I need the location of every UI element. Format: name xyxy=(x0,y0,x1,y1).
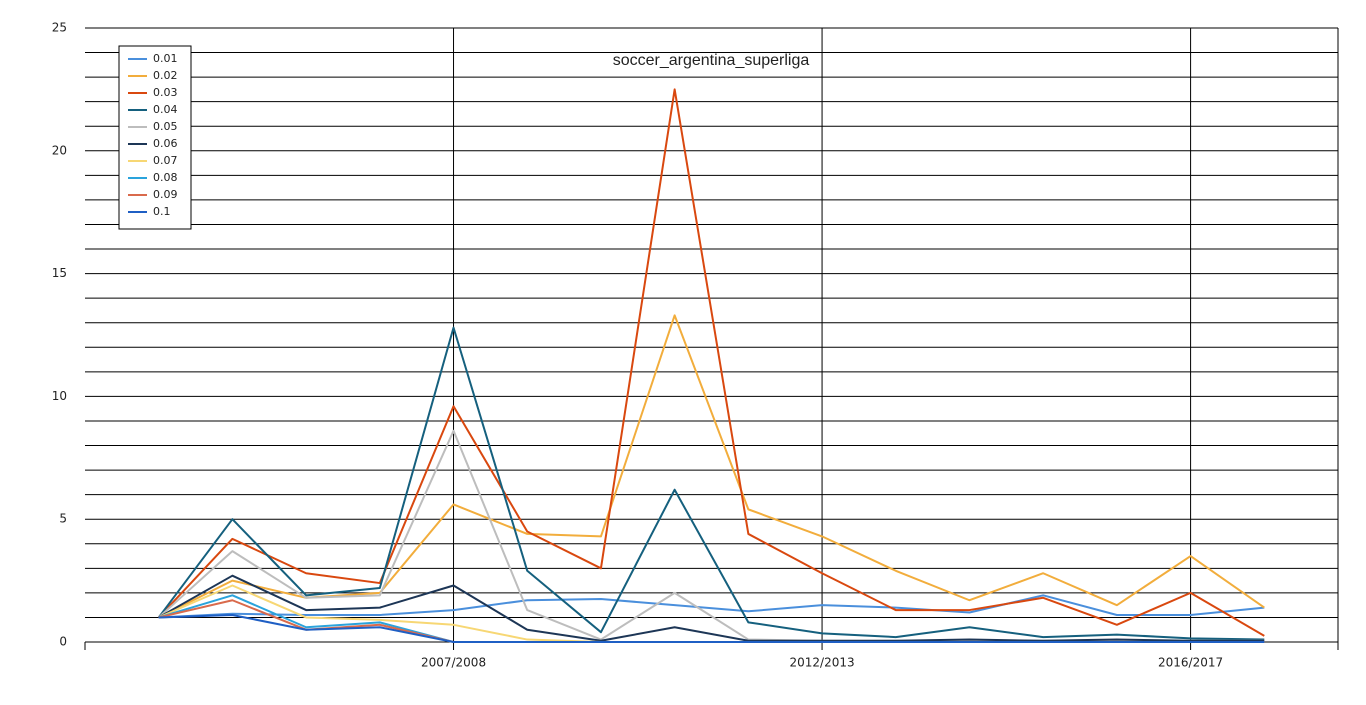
legend-label: 0.1 xyxy=(153,205,171,218)
x-tick-label: 2016/2017 xyxy=(1158,656,1223,670)
x-tick-label: 2012/2013 xyxy=(789,656,854,670)
series-line xyxy=(157,88,1265,637)
y-tick-label: 15 xyxy=(52,266,67,280)
legend-label: 0.04 xyxy=(153,103,178,116)
series-line xyxy=(158,314,1265,619)
series-line xyxy=(157,326,1265,641)
y-tick-label: 25 xyxy=(52,21,67,35)
series-line xyxy=(158,594,1265,619)
legend-label: 0.01 xyxy=(153,52,178,65)
legend: 0.01 0.02 0.03 0.04 0.05 0.06 0.07 0.08 0.09 0.1 xyxy=(118,45,192,230)
plot-area xyxy=(85,27,1338,650)
chart-title: soccer_argentina_superliga xyxy=(613,52,810,69)
legend-label: 0.07 xyxy=(153,154,178,167)
legend-label: 0.03 xyxy=(153,86,178,99)
y-tick-label: 10 xyxy=(52,389,67,403)
y-tick-label: 20 xyxy=(52,143,67,157)
x-tick-label: 2007/2008 xyxy=(421,656,486,670)
series-line xyxy=(158,574,1265,642)
legend-label: 0.06 xyxy=(153,137,178,150)
series-line xyxy=(158,613,1265,643)
legend-label: 0.05 xyxy=(153,120,178,133)
legend-label: 0.09 xyxy=(153,188,178,201)
legend-label: 0.08 xyxy=(153,171,178,184)
y-tick-label: 0 xyxy=(59,635,67,649)
y-tick-label: 5 xyxy=(59,512,67,526)
legend-label: 0.02 xyxy=(153,69,178,82)
